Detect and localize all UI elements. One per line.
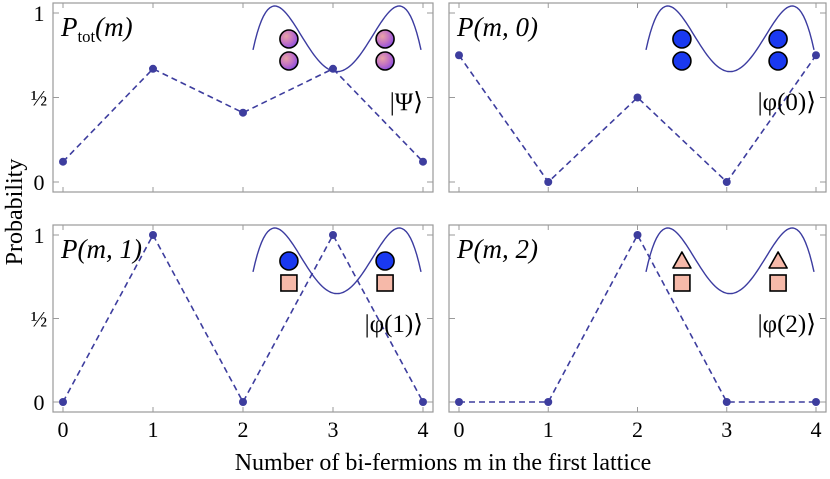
data-point xyxy=(239,108,247,117)
y-tick-label: 1 xyxy=(34,223,45,248)
data-point xyxy=(544,178,553,186)
series-line xyxy=(62,233,424,404)
y-tick-label: 0 xyxy=(34,170,45,195)
blue-fermion-icon xyxy=(672,29,692,49)
data-point xyxy=(149,231,157,239)
panels: 0 ½ 1 Ptot(m) |Ψ⟩ P(m, 0) |φ(0)⟩ 0 ½ 1 0 1 2 3 4 P(m, 1… xyxy=(31,1,827,442)
x-tick-label: 0 xyxy=(454,417,465,442)
pink-square-fermion-icon xyxy=(769,274,787,292)
panel-title: P(m, 2) xyxy=(456,234,538,264)
blue-fermion-icon xyxy=(768,51,788,71)
data-point xyxy=(329,231,337,239)
data-point xyxy=(455,51,463,60)
x-tick-label: 1 xyxy=(148,417,159,442)
data-point xyxy=(149,64,157,73)
data-point xyxy=(239,398,247,406)
double-well-icon xyxy=(645,5,815,73)
data-point xyxy=(544,398,553,406)
data-point xyxy=(633,231,642,239)
state-label: |φ(2)⟩ xyxy=(758,311,816,338)
double-well-icon xyxy=(252,227,422,295)
y-tick-label: 0 xyxy=(34,390,45,415)
data-point xyxy=(455,398,463,406)
blue-fermion-icon xyxy=(375,251,395,271)
x-tick-label: 3 xyxy=(328,417,339,442)
data-point xyxy=(419,157,427,166)
data-point xyxy=(59,398,67,406)
y-tick-label: ½ xyxy=(31,86,48,111)
state-label: |Ψ⟩ xyxy=(390,89,423,116)
pink-square-fermion-icon xyxy=(280,274,298,292)
data-point xyxy=(722,178,731,186)
x-tick-label: 1 xyxy=(543,417,554,442)
chart-panel-0: 0 ½ 1 Ptot(m) |Ψ⟩ xyxy=(31,1,434,195)
x-tick-label: 4 xyxy=(418,417,429,442)
data-point xyxy=(633,93,642,102)
chart-panel-2: 0 ½ 1 0 1 2 3 4 P(m, 1) |φ(1)⟩ xyxy=(31,223,434,442)
series-line xyxy=(458,54,817,184)
x-tick-label: 2 xyxy=(632,417,643,442)
chart-panel-1: P(m, 0) |φ(0)⟩ xyxy=(448,2,827,193)
pink-square-fermion-icon xyxy=(376,274,394,292)
series-line xyxy=(62,67,424,163)
chart-panel-3: 0 1 2 3 4 P(m, 2) |φ(2)⟩ xyxy=(448,224,827,442)
panel-title: P(m, 1) xyxy=(60,234,142,264)
x-tick-label: 4 xyxy=(811,417,822,442)
panel-title: P(m, 0) xyxy=(456,12,538,42)
mixed-particle-icon xyxy=(279,51,299,71)
state-label: |φ(0)⟩ xyxy=(758,89,816,116)
x-tick-label: 2 xyxy=(238,417,249,442)
data-point xyxy=(812,398,820,406)
data-point xyxy=(722,398,731,406)
mixed-particle-icon xyxy=(375,51,395,71)
double-well-icon xyxy=(252,5,422,73)
double-well-icon xyxy=(645,227,815,295)
pink-triangle-fermion-icon xyxy=(672,251,692,269)
data-point xyxy=(59,157,67,166)
x-tick-label: 3 xyxy=(721,417,732,442)
data-point xyxy=(419,398,427,406)
y-tick-label: 1 xyxy=(34,1,45,26)
x-tick-label: 0 xyxy=(58,417,69,442)
mixed-particle-icon xyxy=(279,29,299,49)
pink-square-fermion-icon xyxy=(673,274,691,292)
data-point xyxy=(812,51,820,60)
blue-fermion-icon xyxy=(279,251,299,271)
x-axis-label: Number of bi-fermions m in the first lat… xyxy=(235,450,652,476)
y-tick-label: ½ xyxy=(31,307,48,332)
mixed-particle-icon xyxy=(375,29,395,49)
blue-fermion-icon xyxy=(768,29,788,49)
pink-triangle-fermion-icon xyxy=(768,251,788,269)
state-label: |φ(1)⟩ xyxy=(365,311,423,338)
blue-fermion-icon xyxy=(672,51,692,71)
panel-title: Ptot(m) xyxy=(60,12,133,46)
y-axis-label: Probability xyxy=(2,159,28,266)
